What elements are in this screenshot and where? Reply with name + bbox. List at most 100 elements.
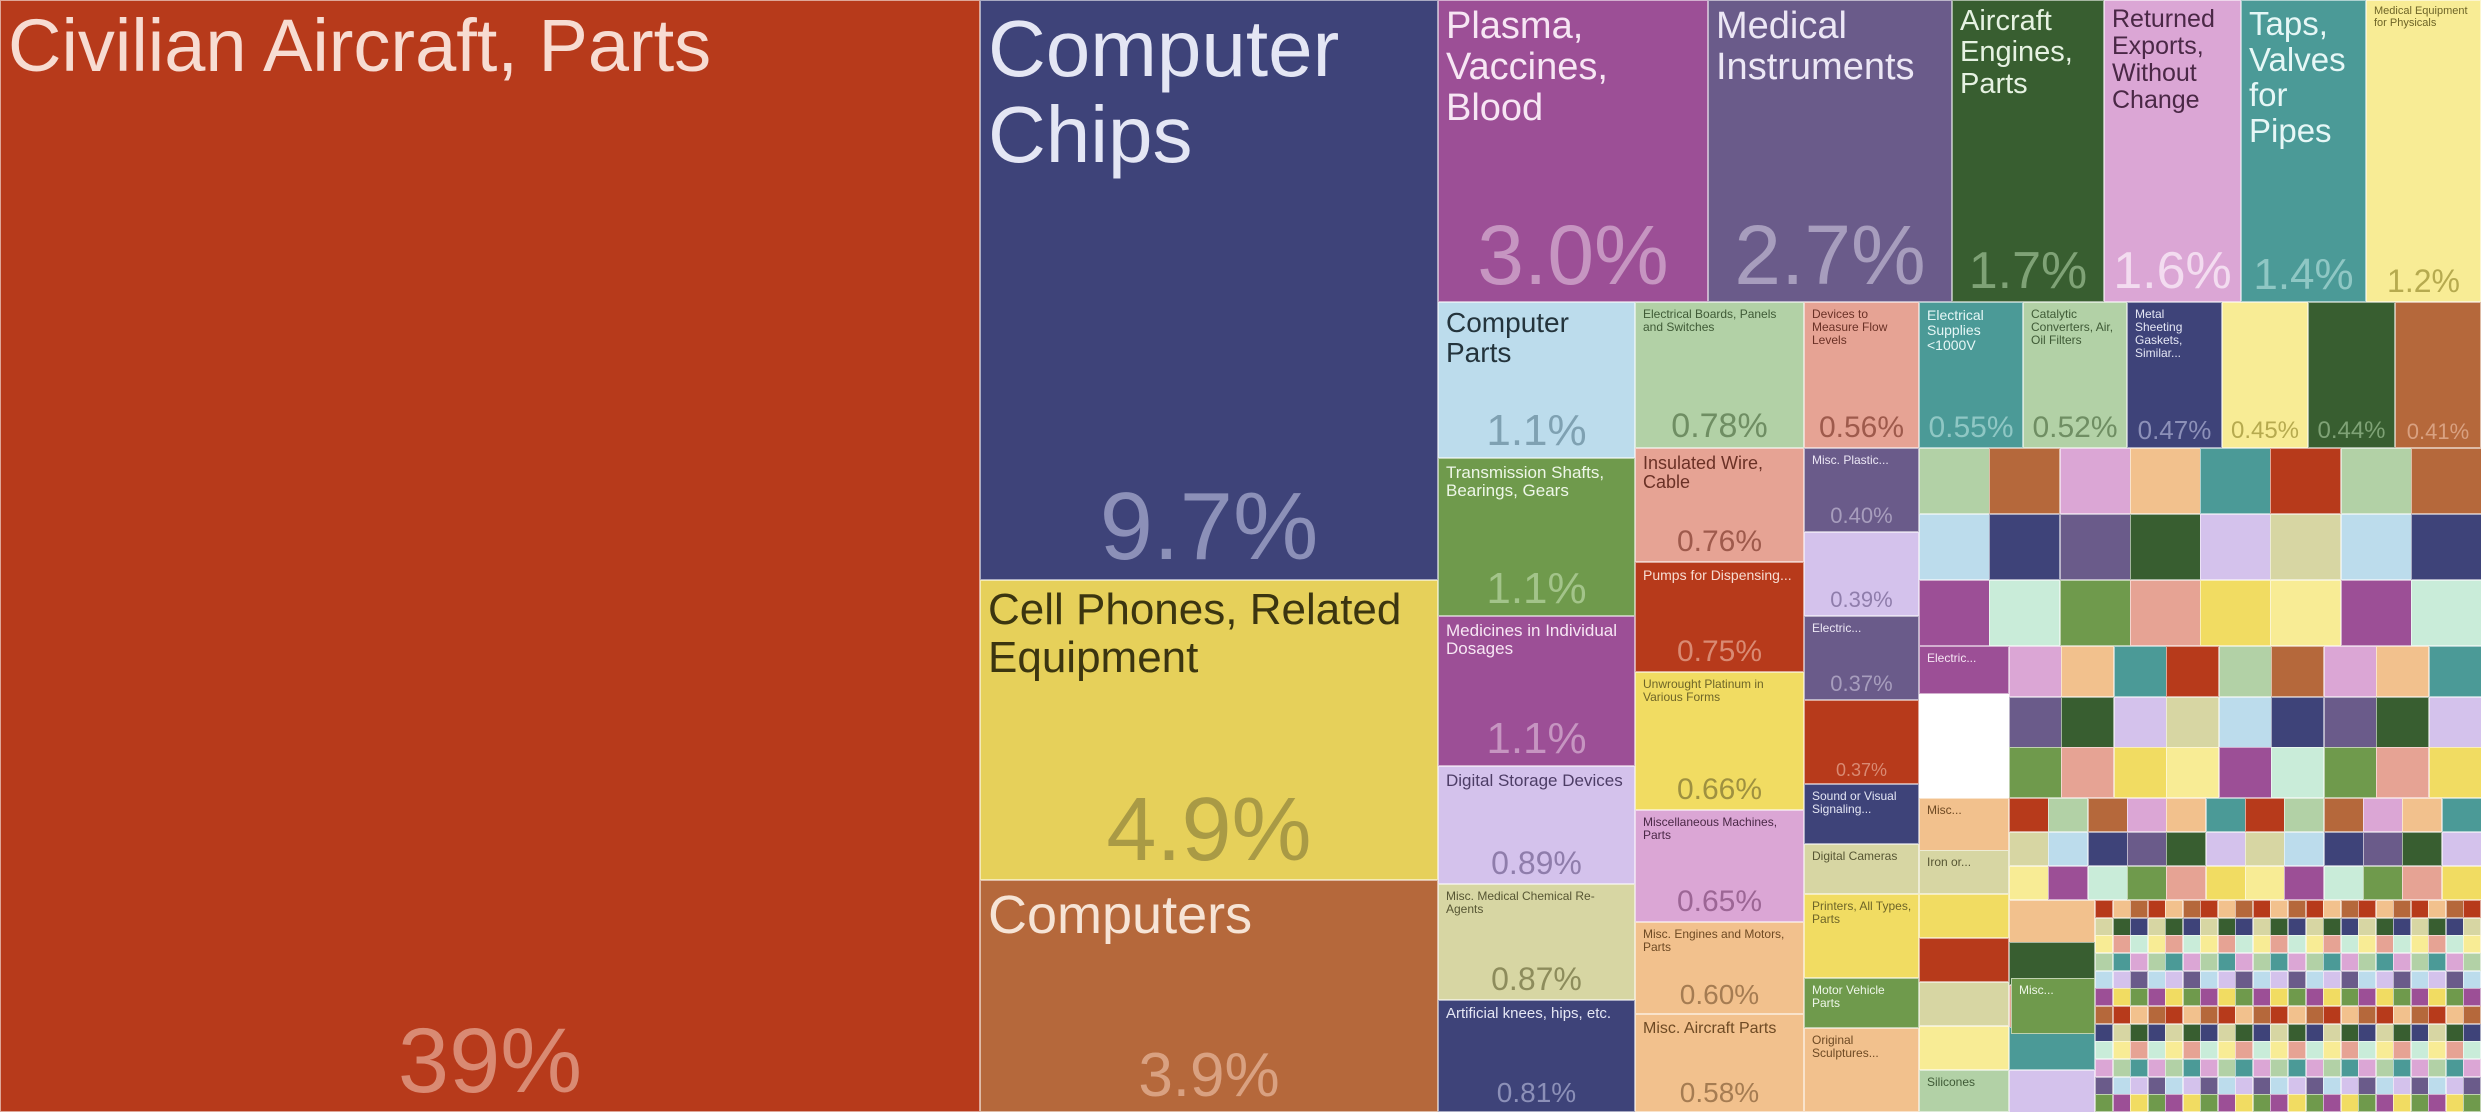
treemap-small-tile[interactable] bbox=[2113, 1094, 2131, 1112]
treemap-small-tile[interactable] bbox=[2376, 1041, 2394, 1059]
treemap-small-tile[interactable] bbox=[2061, 697, 2114, 748]
treemap-small-tile[interactable] bbox=[2324, 747, 2377, 798]
treemap-tile[interactable]: 0.37% bbox=[1804, 700, 1919, 784]
treemap-small-tile[interactable] bbox=[2130, 953, 2148, 971]
treemap-small-tile[interactable] bbox=[2113, 900, 2131, 918]
treemap-tile[interactable]: Transmission Shafts, Bearings, Gears 1.1% bbox=[1438, 458, 1635, 616]
treemap-small-tile[interactable] bbox=[2165, 935, 2183, 953]
treemap-small-tile[interactable] bbox=[2060, 448, 2131, 514]
treemap-small-tile[interactable] bbox=[2245, 798, 2285, 832]
treemap-small-tile[interactable] bbox=[2288, 900, 2306, 918]
treemap-small-tile[interactable] bbox=[2200, 1059, 2218, 1077]
treemap-small-tile[interactable] bbox=[2393, 1041, 2411, 1059]
treemap-small-tile[interactable] bbox=[2200, 514, 2271, 580]
treemap-small-tile[interactable] bbox=[1919, 580, 1990, 646]
treemap-small-tile[interactable] bbox=[2442, 832, 2481, 866]
treemap-small-tile[interactable] bbox=[2130, 514, 2201, 580]
treemap-small-tile[interactable] bbox=[2271, 747, 2324, 798]
treemap-small-tile[interactable] bbox=[1919, 514, 1990, 580]
treemap-small-tile[interactable] bbox=[2428, 1041, 2446, 1059]
treemap-small-tile[interactable] bbox=[2323, 1024, 2341, 1042]
treemap-small-tile[interactable] bbox=[2376, 953, 2394, 971]
treemap-small-tile[interactable] bbox=[2088, 832, 2128, 866]
treemap-tile[interactable]: Computer Chips 9.7% bbox=[980, 0, 1438, 580]
treemap-small-tile[interactable] bbox=[2323, 1077, 2341, 1095]
treemap-small-tile[interactable] bbox=[2270, 1059, 2288, 1077]
treemap-small-tile[interactable] bbox=[2463, 1024, 2481, 1042]
treemap-small-tile[interactable] bbox=[2446, 971, 2464, 989]
treemap-small-tile[interactable] bbox=[2095, 1041, 2113, 1059]
treemap-tile[interactable]: Returned Exports, Without Change 1.6% bbox=[2104, 0, 2241, 302]
treemap-small-tile[interactable] bbox=[2095, 1077, 2113, 1095]
treemap-small-tile[interactable] bbox=[2200, 1024, 2218, 1042]
treemap-small-tile[interactable] bbox=[2341, 935, 2359, 953]
treemap-small-tile[interactable] bbox=[2148, 971, 2166, 989]
treemap-small-tile[interactable] bbox=[2235, 1059, 2253, 1077]
treemap-tile[interactable]: Misc... bbox=[2011, 978, 2095, 1034]
treemap-small-tile[interactable] bbox=[2183, 918, 2201, 936]
treemap-small-tile[interactable] bbox=[2009, 1027, 2095, 1070]
treemap-small-tile[interactable] bbox=[2253, 918, 2271, 936]
treemap-tile[interactable]: Unwrought Platinum in Various Forms 0.66% bbox=[1635, 672, 1804, 810]
treemap-small-tile[interactable] bbox=[2235, 918, 2253, 936]
treemap-small-tile[interactable] bbox=[2306, 1059, 2324, 1077]
treemap-small-tile[interactable] bbox=[2463, 935, 2481, 953]
treemap-small-tile[interactable] bbox=[2341, 1041, 2359, 1059]
treemap-small-tile[interactable] bbox=[2183, 935, 2201, 953]
treemap-small-tile[interactable] bbox=[2009, 697, 2062, 748]
treemap-small-tile[interactable] bbox=[2206, 866, 2246, 900]
treemap-small-tile[interactable] bbox=[2284, 798, 2324, 832]
treemap-small-tile[interactable] bbox=[2148, 988, 2166, 1006]
treemap-tile[interactable]: Insulated Wire, Cable 0.76% bbox=[1635, 448, 1804, 562]
treemap-tile[interactable]: Civilian Aircraft, Parts 39% bbox=[0, 0, 980, 1112]
treemap-small-tile[interactable] bbox=[2393, 988, 2411, 1006]
treemap-small-tile[interactable] bbox=[2114, 697, 2167, 748]
treemap-small-tile[interactable] bbox=[2284, 832, 2324, 866]
treemap-small-tile[interactable] bbox=[2358, 1006, 2376, 1024]
treemap-small-tile[interactable] bbox=[2253, 988, 2271, 1006]
treemap-small-tile[interactable] bbox=[2088, 798, 2128, 832]
treemap-small-tile[interactable] bbox=[2428, 1024, 2446, 1042]
treemap-small-tile[interactable] bbox=[2130, 918, 2148, 936]
treemap-small-tile[interactable] bbox=[2284, 866, 2324, 900]
treemap-small-tile[interactable] bbox=[2113, 988, 2131, 1006]
treemap-small-tile[interactable] bbox=[2358, 1077, 2376, 1095]
treemap-small-tile[interactable] bbox=[2446, 1077, 2464, 1095]
treemap-small-tile[interactable] bbox=[2218, 935, 2236, 953]
treemap-small-tile[interactable] bbox=[2411, 1094, 2429, 1112]
treemap-small-tile[interactable] bbox=[2253, 935, 2271, 953]
treemap-tile[interactable]: Sound or Visual Signaling... bbox=[1804, 784, 1919, 844]
treemap-small-tile[interactable] bbox=[2288, 953, 2306, 971]
treemap-small-tile[interactable] bbox=[2393, 918, 2411, 936]
treemap-small-tile[interactable] bbox=[2428, 1077, 2446, 1095]
treemap-tile[interactable]: Pumps for Dispensing... 0.75% bbox=[1635, 562, 1804, 672]
treemap-small-tile[interactable] bbox=[2200, 448, 2271, 514]
treemap-tile[interactable]: Computers 3.9% bbox=[980, 880, 1438, 1112]
treemap-small-tile[interactable] bbox=[2358, 953, 2376, 971]
treemap-small-tile[interactable] bbox=[2288, 1059, 2306, 1077]
treemap-small-tile[interactable] bbox=[2270, 971, 2288, 989]
treemap-small-tile[interactable] bbox=[2393, 935, 2411, 953]
treemap-small-tile[interactable] bbox=[2183, 988, 2201, 1006]
treemap-small-tile[interactable] bbox=[2429, 646, 2481, 697]
treemap-small-tile[interactable] bbox=[2463, 918, 2481, 936]
treemap-small-tile[interactable] bbox=[2095, 935, 2113, 953]
treemap-small-tile[interactable] bbox=[2113, 953, 2131, 971]
treemap-small-tile[interactable] bbox=[2341, 1077, 2359, 1095]
treemap-small-tile[interactable] bbox=[2393, 1024, 2411, 1042]
treemap-small-tile[interactable] bbox=[2166, 832, 2206, 866]
treemap-small-tile[interactable] bbox=[2463, 988, 2481, 1006]
treemap-small-tile[interactable] bbox=[2463, 953, 2481, 971]
treemap-small-tile[interactable] bbox=[2270, 1041, 2288, 1059]
treemap-small-tile[interactable] bbox=[2130, 580, 2201, 646]
treemap-small-tile[interactable] bbox=[2200, 1094, 2218, 1112]
treemap-small-tile[interactable] bbox=[2200, 900, 2218, 918]
treemap-small-tile[interactable] bbox=[2393, 1077, 2411, 1095]
treemap-small-tile[interactable] bbox=[2463, 1077, 2481, 1095]
treemap-tile[interactable]: Silicones bbox=[1919, 1070, 2009, 1112]
treemap-small-tile[interactable] bbox=[2253, 1006, 2271, 1024]
treemap-small-tile[interactable] bbox=[2095, 988, 2113, 1006]
treemap-tile[interactable]: 0.39% bbox=[1804, 532, 1919, 616]
treemap-small-tile[interactable] bbox=[2253, 971, 2271, 989]
treemap-small-tile[interactable] bbox=[2183, 971, 2201, 989]
